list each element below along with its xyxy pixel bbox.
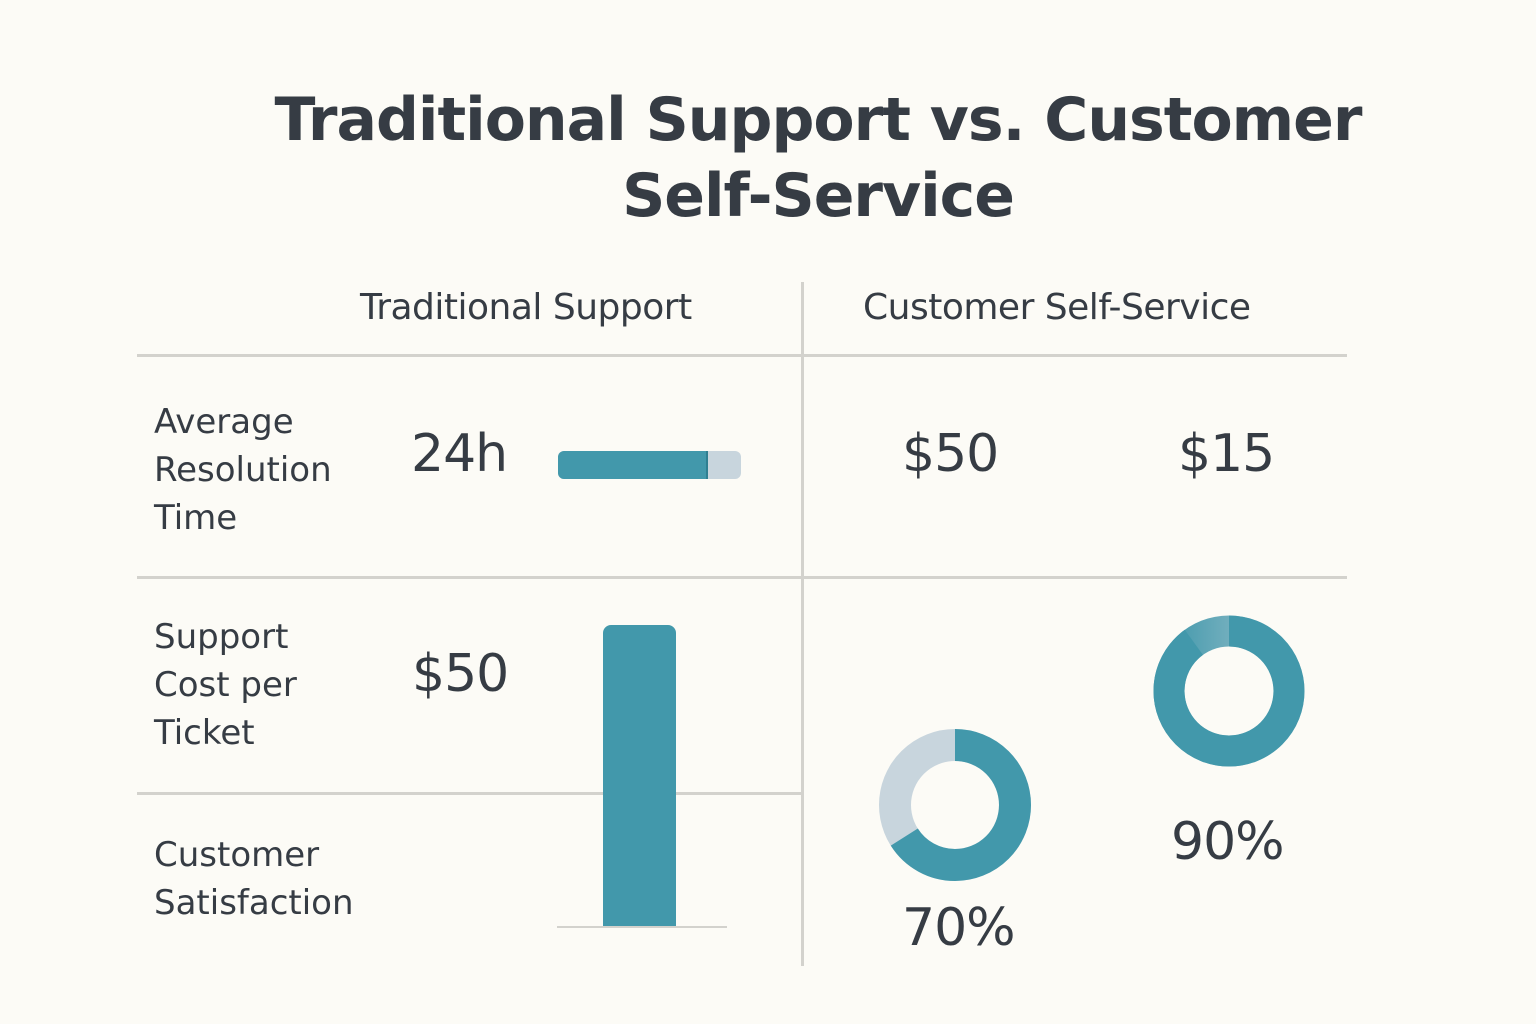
donut-chart-90 — [1153, 615, 1305, 767]
donut-chart-70 — [878, 728, 1032, 882]
self-service-value-1: $50 — [902, 424, 999, 484]
satisfaction-label-70: 70% — [902, 898, 1016, 958]
title-line-2: Self-Service — [622, 161, 1015, 231]
row-label-cost-per-ticket: Support Cost per Ticket — [154, 617, 297, 753]
row-label-satisfaction: Customer Satisfaction — [154, 835, 354, 923]
resolution-time-bar-fill — [558, 451, 708, 479]
grid-line-row-2 — [137, 792, 802, 795]
traditional-resolution-value: 24h — [411, 424, 508, 484]
self-service-value-2: $15 — [1178, 424, 1275, 484]
grid-line-row-1 — [137, 576, 1347, 579]
page-title: Traditional Support vs. Customer Self-Se… — [0, 82, 1536, 234]
column-header-self-service: Customer Self-Service — [863, 287, 1251, 328]
grid-line-header — [137, 354, 1347, 357]
donut-70-graphic — [879, 729, 1031, 881]
grid-line-vertical — [801, 282, 804, 966]
column-header-traditional: Traditional Support — [360, 287, 692, 328]
title-line-1: Traditional Support vs. Customer — [274, 85, 1363, 155]
resolution-time-bar — [558, 451, 741, 479]
bar-baseline — [557, 926, 727, 928]
traditional-cost-value: $50 — [412, 644, 509, 704]
donut-90-graphic — [1153, 615, 1305, 767]
row-label-resolution-time: Average Resolution Time — [154, 402, 332, 538]
satisfaction-label-90: 90% — [1171, 812, 1285, 872]
cost-per-ticket-bar — [603, 625, 676, 927]
